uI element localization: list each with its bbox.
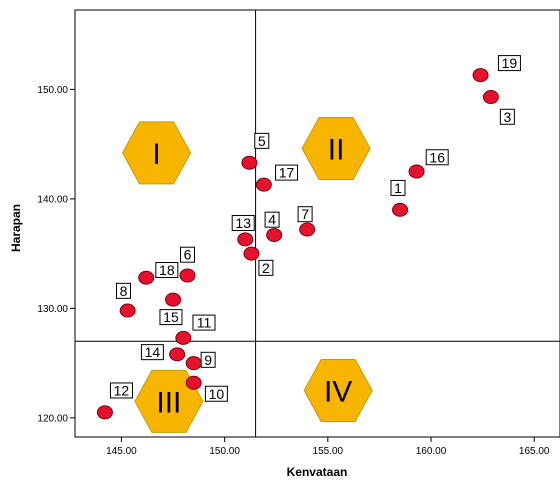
data-point [185,356,202,371]
point-label: 17 [279,165,295,181]
quadrant-hexagon [301,117,371,181]
data-point [119,303,136,318]
point-label-box [231,214,255,231]
quadrant-label: III [156,386,181,419]
data-point [179,268,196,283]
data-point [185,375,202,390]
point-label-box [159,309,183,326]
point-label-box [179,246,195,263]
point-label: 7 [301,206,309,222]
y-tick-label: 120.00 [37,413,68,424]
point-label-box [155,262,179,279]
point-label-box [497,55,521,72]
point-label: 6 [184,247,192,263]
quadrant-hexagon [121,121,192,185]
point-label-box [140,344,164,361]
quadrant-label: II [328,134,345,167]
point-label: 14 [145,344,161,360]
data-point [96,405,113,420]
data-point [237,232,254,247]
point-label: 8 [120,283,128,299]
point-label-box [109,382,133,399]
data-point [165,292,182,307]
point-label: 12 [114,382,130,398]
point-label: 15 [163,309,179,325]
point-label: 5 [258,133,266,149]
x-tick-label: 145.00 [106,446,137,457]
point-label-box [200,351,216,368]
data-point [392,202,409,217]
data-point [482,90,499,105]
point-label-box [116,282,131,299]
point-label-box [499,108,515,125]
point-label-box [258,259,274,276]
point-label: 2 [262,260,270,276]
point-label-box [390,179,406,196]
point-label: 4 [268,212,276,228]
x-tick-label: 155.00 [313,446,344,457]
point-label-box [297,206,313,223]
data-point [472,68,489,83]
point-label: 11 [197,315,212,331]
data-point [255,177,272,192]
point-label-box [192,314,216,331]
quadrant-hexagon [303,358,373,422]
data-point [299,222,316,237]
data-point [243,246,260,261]
data-point [175,330,192,345]
point-label: 16 [429,149,445,165]
point-label-box [204,385,228,402]
data-point [241,155,258,170]
x-axis-title: Kenvataan [287,465,348,479]
quadrant-hexagon [134,369,204,433]
points-layer [96,68,499,420]
y-tick-label: 140.00 [37,194,68,205]
data-point [408,164,425,179]
quadrant-label: IV [324,375,352,408]
data-point [138,270,155,285]
point-label: 9 [204,352,212,368]
point-label: 19 [502,55,518,71]
point-label: 1 [394,180,402,196]
point-label-box [275,164,299,181]
x-tick-label: 160.00 [416,446,447,457]
data-point [169,347,186,362]
point-label-box [425,149,449,166]
point-label: 13 [235,215,251,231]
point-label-box [254,132,270,149]
quadrant-label: I [152,138,160,171]
point-label-box [264,211,280,228]
point-label: 18 [159,262,175,278]
point-label: 3 [503,109,511,125]
x-tick-label: 150.00 [209,446,240,457]
data-point [266,227,283,242]
y-tick-label: 150.00 [37,85,68,96]
y-axis-title: Harapan [9,204,23,252]
y-tick-label: 130.00 [37,304,68,315]
x-tick-label: 165.00 [519,446,550,457]
x-axis-ticks: 145.00 150.00 155.00 160.00 165.00 [106,437,550,457]
point-label: 10 [209,386,225,402]
y-axis-ticks: 120.00 130.00 140.00 150.00 [37,85,75,424]
